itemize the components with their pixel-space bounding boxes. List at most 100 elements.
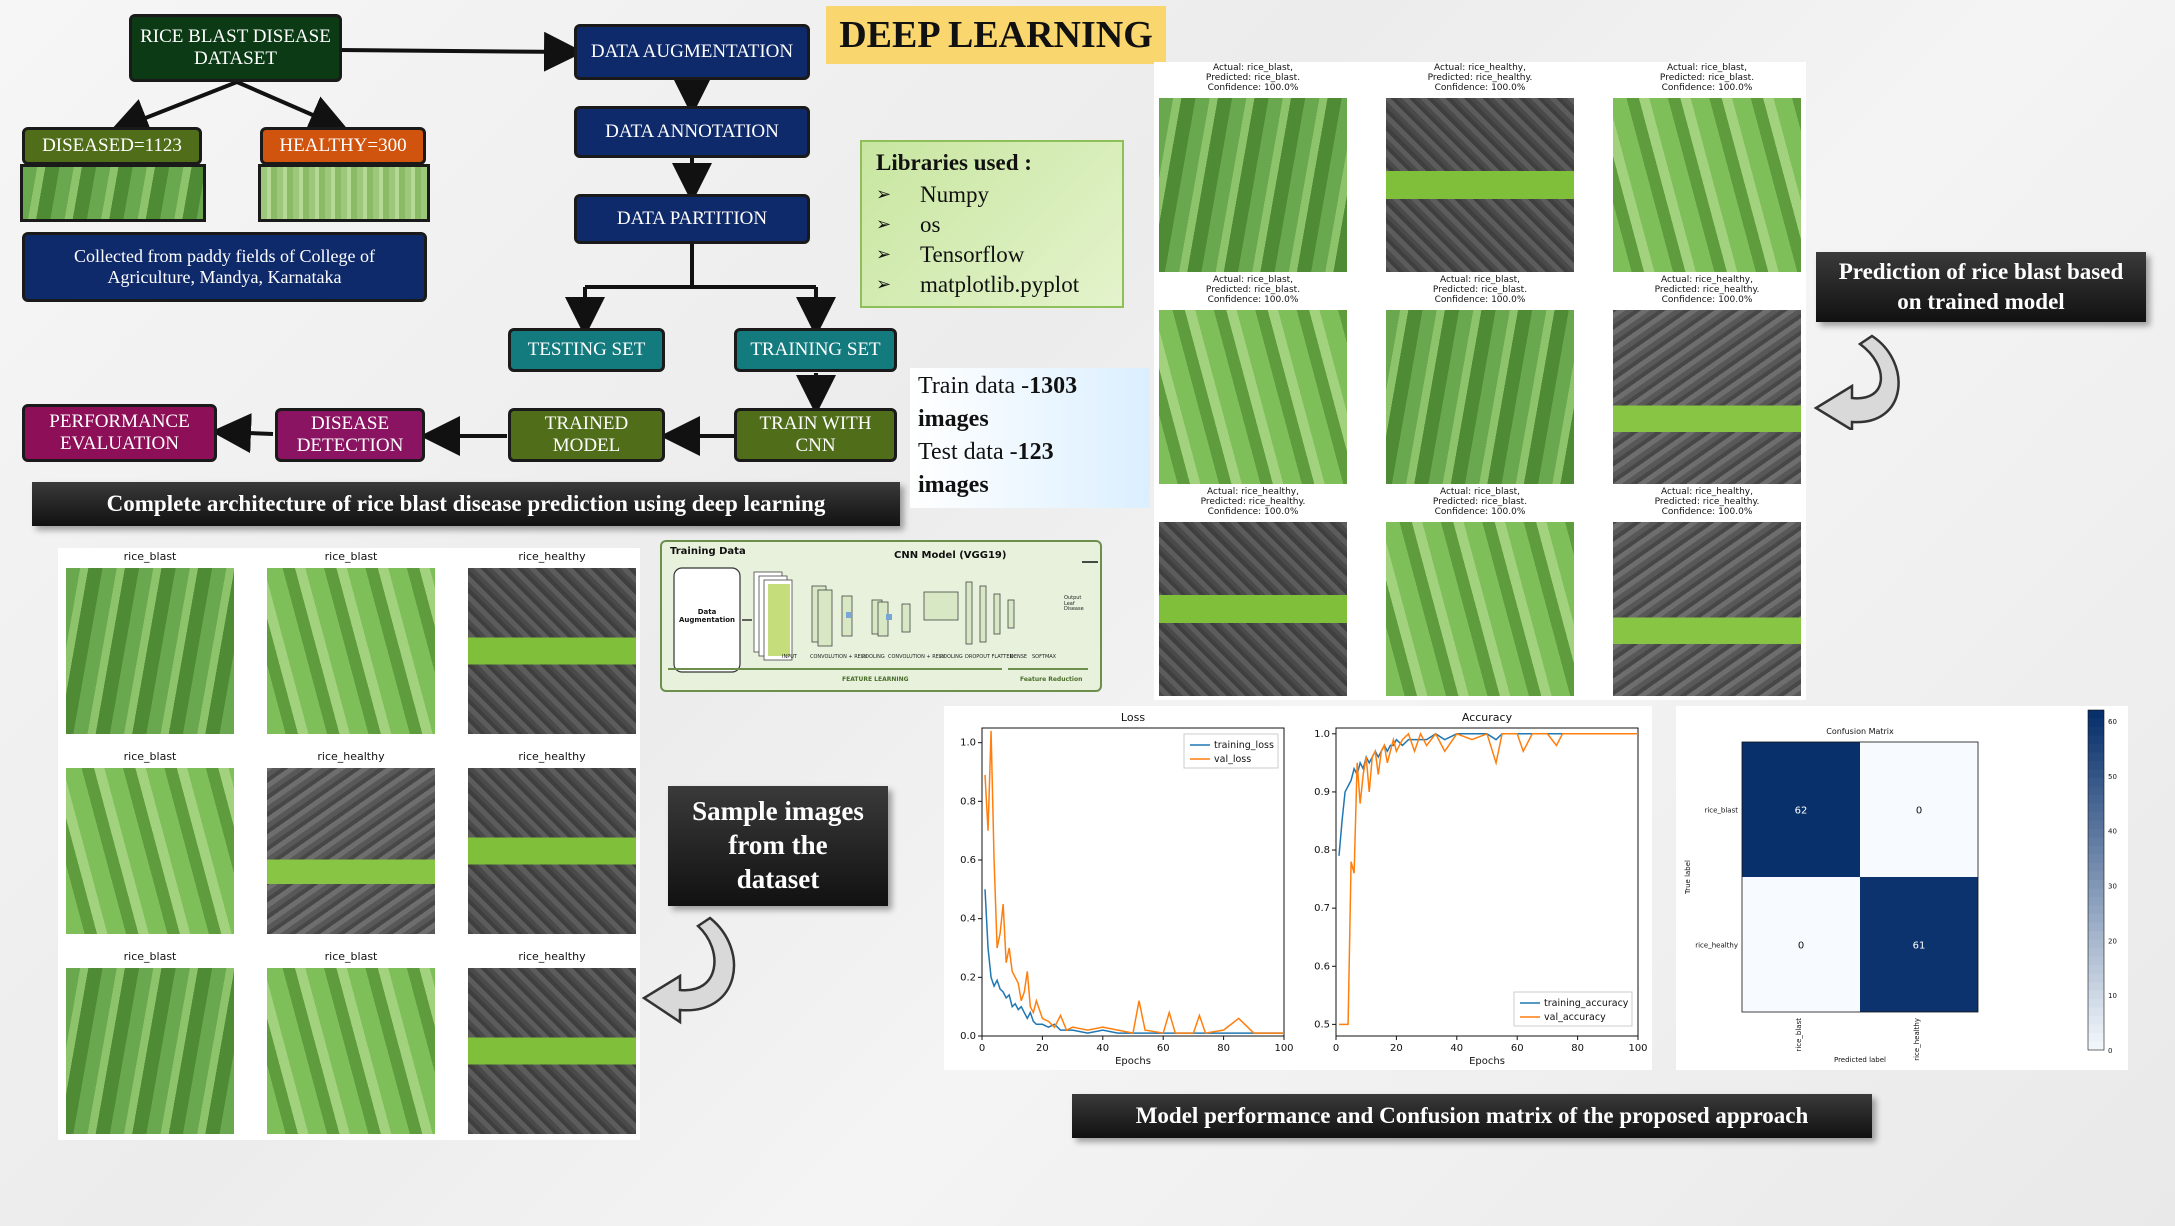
partition-box: DATA PARTITION bbox=[574, 194, 810, 244]
arrow-bullet-icon: ➢ bbox=[876, 184, 892, 205]
prediction-caption: Actual: rice_healthy, Predicted: rice_hea… bbox=[1613, 275, 1801, 306]
sample-image bbox=[66, 768, 234, 934]
train-suffix: images bbox=[918, 406, 989, 432]
prediction-predicted: Predicted: rice_healthy. bbox=[1427, 72, 1533, 83]
cnn-model-label: CNN Model (VGG19) bbox=[894, 550, 1007, 561]
col-label: rice_blast bbox=[1795, 1018, 1803, 1052]
samples-banner: Sample images from the dataset bbox=[668, 786, 888, 906]
sample-label: rice_blast bbox=[123, 550, 177, 563]
colorbar-segment bbox=[2088, 863, 2104, 872]
col-label: rice_healthy bbox=[1913, 1018, 1921, 1061]
colorbar-tick-label: 50 bbox=[2108, 773, 2117, 781]
cnn-conv2-label: CONVOLUTION + RELU bbox=[888, 654, 946, 660]
sample-label: rice_blast bbox=[123, 750, 177, 763]
y-tick-label: 1.0 bbox=[960, 738, 976, 749]
prediction-predicted: Predicted: rice_blast. bbox=[1205, 72, 1301, 83]
series-line-training_accuracy bbox=[1338, 732, 1638, 856]
y-tick-label: 0.8 bbox=[1314, 845, 1330, 856]
colorbar-segment bbox=[2088, 795, 2104, 804]
cnn-augmentation-label: Data Augmentation bbox=[678, 608, 736, 624]
colorbar-segment bbox=[2088, 982, 2104, 991]
colorbar-tick-label: 20 bbox=[2108, 937, 2117, 945]
chart-title: Accuracy bbox=[1462, 711, 1513, 724]
colorbar-segment bbox=[2088, 999, 2104, 1008]
colorbar-tick-label: 0 bbox=[2108, 1047, 2112, 1055]
y-tick-label: 0.2 bbox=[960, 972, 976, 983]
colorbar-segment bbox=[2088, 744, 2104, 753]
prediction-actual: Actual: rice_healthy, bbox=[1434, 63, 1526, 73]
prediction-confidence: Confidence: 100.0% bbox=[1661, 82, 1753, 93]
colorbar-segment bbox=[2088, 761, 2104, 770]
sample-label: rice_healthy bbox=[518, 750, 586, 763]
colorbar-segment bbox=[2088, 837, 2104, 847]
prediction-actual: Actual: rice_healthy, bbox=[1661, 275, 1753, 285]
library-item: ➢ Numpy bbox=[876, 180, 1108, 210]
matrix-cell bbox=[1742, 877, 1860, 1012]
test-prefix: Test data - bbox=[918, 439, 1018, 465]
prediction-predicted: Predicted: rice_blast. bbox=[1432, 284, 1528, 295]
libraries-heading: Libraries used : bbox=[876, 150, 1032, 175]
healthy-box: HEALTHY=300 bbox=[260, 127, 426, 165]
x-tick-label: 0 bbox=[1333, 1043, 1339, 1054]
train-prefix: Train data - bbox=[918, 373, 1030, 399]
colorbar-segment bbox=[2088, 922, 2104, 932]
sample-image bbox=[66, 568, 234, 734]
diseased-box: DISEASED=1123 bbox=[22, 127, 202, 165]
legend-label: val_accuracy bbox=[1544, 1012, 1606, 1023]
cnn-conv1-label: CONVOLUTION + RELU bbox=[810, 654, 868, 660]
library-name: Tensorflow bbox=[920, 242, 1025, 267]
performance-evaluation-box: PERFORMANCE EVALUATION bbox=[22, 404, 217, 462]
matrix-frame bbox=[1741, 741, 1979, 1013]
y-tick-label: 0.5 bbox=[1314, 1019, 1330, 1030]
colorbar-segment bbox=[2088, 888, 2104, 898]
series-line-val_accuracy bbox=[1339, 731, 1638, 1026]
prediction-confidence: Confidence: 100.0% bbox=[1661, 506, 1753, 517]
prediction-predicted: Predicted: rice_blast. bbox=[1659, 72, 1755, 83]
y-axis-label: True label bbox=[1684, 860, 1692, 895]
prediction-predicted: Predicted: rice_healthy. bbox=[1200, 496, 1306, 507]
colorbar-segment bbox=[2088, 735, 2104, 745]
arrow-bullet-icon: ➢ bbox=[876, 244, 892, 265]
row-label: rice_blast bbox=[1704, 807, 1738, 815]
sample-image bbox=[267, 968, 435, 1134]
prediction-curved-arrow bbox=[1813, 334, 1900, 430]
confusion-matrix-chart: Confusion Matrix 62 0 0 61 rice_blast rice_hea… bbox=[1684, 709, 2117, 1064]
prediction-actual: Actual: rice_blast, bbox=[1212, 63, 1294, 73]
x-tick-label: 40 bbox=[1450, 1043, 1463, 1054]
library-item: ➢ os bbox=[876, 210, 1108, 240]
prediction-actual: Actual: rice_healthy, bbox=[1207, 487, 1299, 497]
flow-connectors bbox=[108, 31, 836, 456]
cnn-dense-label: DENSE bbox=[1010, 654, 1028, 660]
colorbar-segment bbox=[2088, 939, 2104, 949]
healthy-leaf-image bbox=[258, 164, 430, 222]
page-title-box: DEEP LEARNING bbox=[826, 6, 1166, 64]
test-suffix: images bbox=[918, 472, 989, 498]
legend-box bbox=[1513, 991, 1633, 1027]
colorbar-segment bbox=[2088, 803, 2104, 813]
prediction-confidence: Confidence: 100.0% bbox=[1434, 82, 1526, 93]
colorbar-segment bbox=[2088, 1024, 2104, 1034]
library-item: ➢ Tensorflow bbox=[876, 240, 1108, 270]
colorbar-segment bbox=[2088, 965, 2104, 974]
prediction-caption: Actual: rice_healthy, Predicted: rice_hea… bbox=[1613, 487, 1801, 518]
sample-label: rice_healthy bbox=[518, 950, 586, 963]
legend-box bbox=[1183, 733, 1279, 769]
matrix-value: 61 bbox=[1913, 941, 1926, 952]
prediction-actual: Actual: rice_blast, bbox=[1439, 275, 1521, 285]
colorbar-segment bbox=[2088, 854, 2104, 864]
colorbar-segment bbox=[2088, 905, 2104, 915]
prediction-predicted: Predicted: rice_healthy. bbox=[1654, 284, 1760, 295]
trained-model-box: TRAINED MODEL bbox=[508, 408, 665, 462]
x-tick-label: 80 bbox=[1217, 1043, 1230, 1054]
cnn-feature-learning-label: FEATURE LEARNING bbox=[842, 676, 909, 683]
x-tick-label: 60 bbox=[1511, 1043, 1524, 1054]
prediction-caption: Actual: rice_healthy, Predicted: rice_hea… bbox=[1386, 63, 1574, 94]
colorbar-segment bbox=[2088, 820, 2104, 830]
y-tick-label: 0.9 bbox=[1314, 787, 1330, 798]
library-name: Numpy bbox=[920, 182, 989, 207]
sample-label: rice_healthy bbox=[317, 750, 385, 763]
cnn-diagram-svg bbox=[668, 561, 1098, 673]
training-set-box: TRAINING SET bbox=[734, 328, 897, 372]
arrow-bullet-icon: ➢ bbox=[876, 274, 892, 295]
chart-title: Confusion Matrix bbox=[1826, 727, 1894, 736]
